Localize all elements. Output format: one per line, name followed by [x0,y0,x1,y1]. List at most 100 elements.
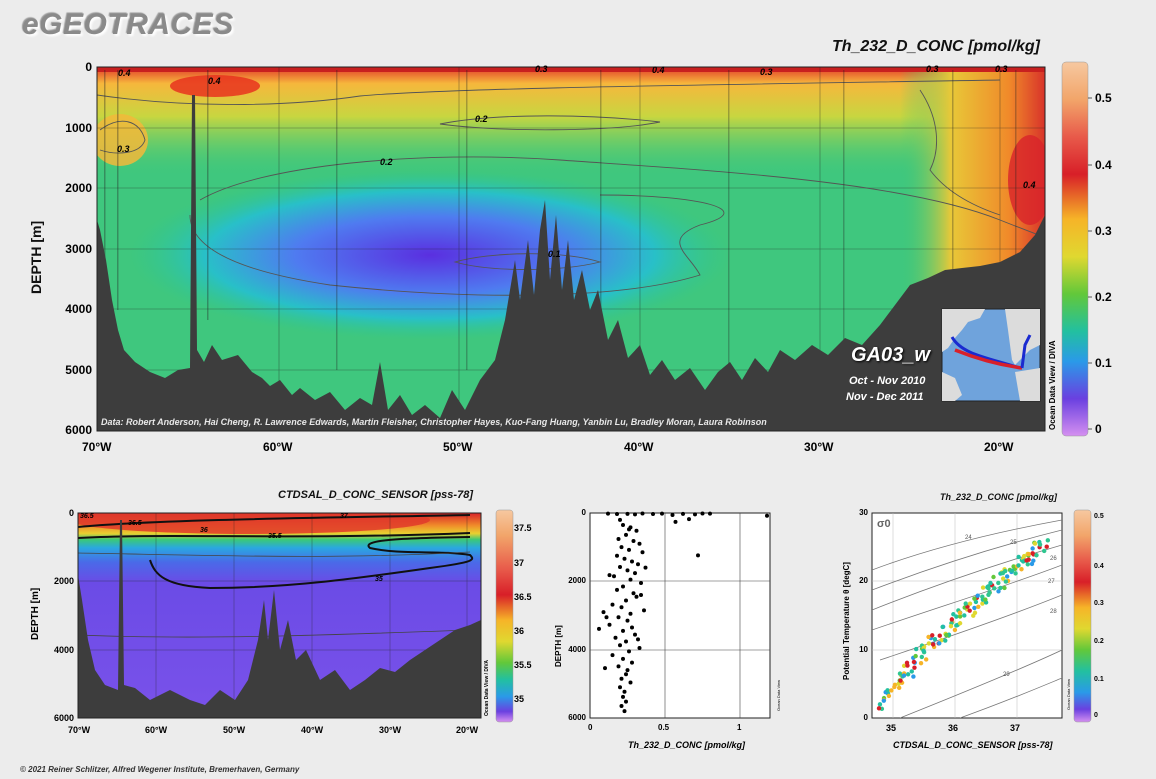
ts-point [885,688,890,693]
ts-point [949,617,955,622]
profile-point [616,536,621,541]
ts-point [957,621,963,626]
inset-map [941,308,1041,402]
profile-point [621,584,625,589]
contour-label: 0.4 [1023,180,1036,190]
ts-point [1032,541,1038,546]
ts-colorbar-tick: 0.1 [1094,676,1104,683]
profile-point [631,539,636,544]
ts-point [967,608,972,613]
profile-point [625,568,630,573]
profile-point [610,602,615,607]
main-ytick: 4000 [65,302,92,316]
ts-point [932,636,938,642]
salinity-contour-label: 35.5 [268,533,282,540]
profile-point [622,556,627,561]
ts-ytick: 0 [863,713,868,722]
main-xtick: 50°W [443,440,473,454]
profile-point [619,605,624,610]
salinity-ytick: 6000 [53,713,74,723]
contour-label: 0.4 [652,65,665,75]
profile-point [636,637,640,642]
profile-xlabel: Th_232_D_CONC [pmol/kg] [628,740,746,750]
ts-point [904,660,910,665]
profile-point [687,517,691,522]
main-colorbar-tick: 0.4 [1095,158,1112,172]
ts-point [1026,557,1031,562]
ts-point [957,614,963,619]
ts-point [986,586,991,591]
ts-colorbar-tick: 0.5 [1094,513,1104,520]
ts-point [905,672,911,677]
ts-point [913,646,919,652]
data-credit: Data: Robert Anderson, Hai Cheng, R. Law… [101,417,767,427]
ts-point [937,633,942,638]
salinity-colorbar-tick: 37.5 [514,523,532,533]
ts-point [954,614,959,619]
salinity-contour-label: 36 [200,527,208,534]
ts-point [912,665,917,670]
main-ytick: 0 [85,60,92,74]
ts-point [951,612,956,617]
profile-point [622,709,627,714]
profile-point [624,672,628,677]
ts-point [1031,558,1036,563]
profile-point [708,511,712,516]
profile-point [618,685,622,690]
salinity-xtick: 40°W [301,725,324,735]
ts-point [1013,571,1018,576]
ts-point [983,597,988,602]
profile-ytick: 4000 [568,645,586,654]
profile-point [618,564,622,569]
salinity-xtick: 30°W [379,725,402,735]
ts-ytick: 10 [859,645,868,654]
profile-point [651,512,655,517]
ts-point [980,601,985,606]
profile-point [615,512,619,517]
salinity-contour-label: 36.5 [80,513,94,520]
salinity-xtick: 50°W [223,725,246,735]
ts-point [1034,553,1039,558]
contour-label: 0.3 [995,64,1008,74]
salinity-contour-label: 36.5 [128,520,142,527]
ts-point [940,624,945,630]
ts-point [1021,553,1027,559]
ts-point [886,693,892,699]
ts-point [1009,568,1015,573]
profile-point [696,553,700,558]
ts-point [987,590,992,595]
main-ytick: 5000 [65,363,92,377]
salinity-xtick: 70°W [68,725,91,735]
ts-point [1003,568,1008,574]
ts-point [923,657,929,662]
profile-point [639,581,643,586]
ts-xtick: 35 [886,723,897,733]
profile-point [621,628,625,633]
profile-point [660,511,664,516]
profile-point [619,545,624,550]
contour-label: 0.4 [208,76,221,86]
profile-point [607,622,612,627]
ts-colorbar-tick: 0.4 [1094,563,1104,570]
main-xtick: 20°W [984,440,1014,454]
profile-point [627,527,631,532]
ts-colorbar-tick: 0 [1094,712,1098,719]
ts-point [911,659,917,665]
ts-point [896,685,902,691]
contour-label: 0.1 [548,249,561,259]
profile-point [628,611,633,616]
ts-colorbar-tick: 0.3 [1094,600,1104,607]
salinity-chart-title: CTDSAL_D_CONC_SENSOR [pss-78] [278,489,473,501]
ts-point [998,585,1003,591]
ts-point [918,660,924,666]
ts-point [896,681,901,686]
main-xtick: 60°W [263,440,293,454]
ts-point [926,641,932,646]
cruise-date: Nov - Dec 2011 [846,391,924,403]
profile-point [625,618,630,623]
ts-point [901,673,907,678]
ts-point [926,634,931,640]
ts-point [972,610,978,615]
